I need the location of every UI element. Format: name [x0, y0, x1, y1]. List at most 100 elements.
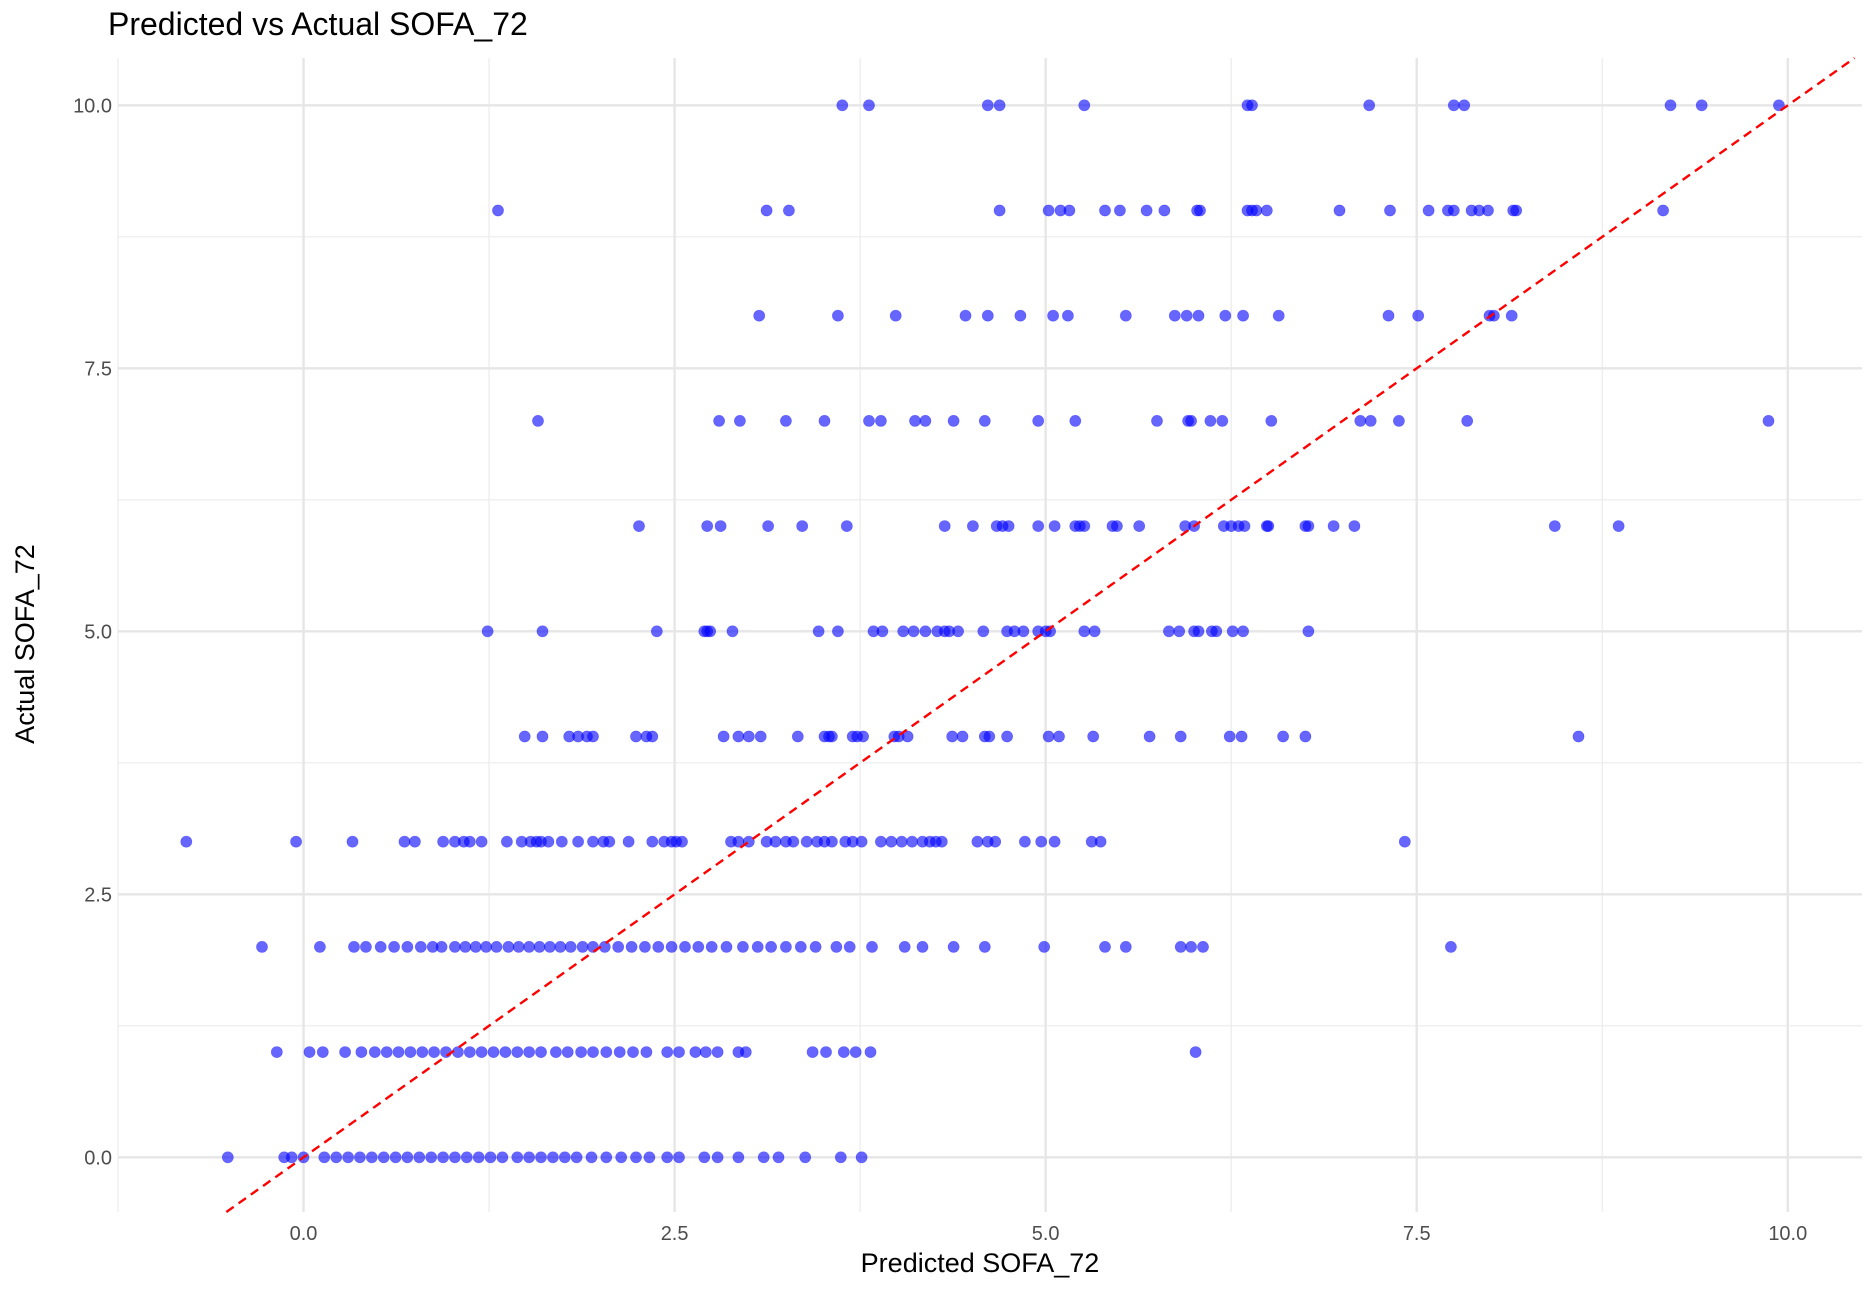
data-point	[303, 1046, 316, 1058]
data-point	[714, 520, 727, 532]
data-point	[564, 941, 577, 953]
grid-lines	[117, 58, 1862, 1212]
data-point	[1194, 204, 1206, 217]
data-point	[726, 625, 739, 638]
data-point	[523, 1046, 535, 1058]
data-point	[1612, 520, 1625, 532]
data-point	[692, 941, 705, 953]
data-point	[1348, 520, 1361, 532]
data-point	[1250, 204, 1263, 217]
data-point	[1488, 309, 1500, 322]
data-point	[885, 835, 898, 848]
data-point	[787, 835, 800, 848]
x-tick-label: 10.0	[1768, 1223, 1807, 1245]
data-point	[919, 625, 932, 638]
data-point	[348, 941, 360, 953]
data-point	[416, 1046, 429, 1058]
data-point	[1327, 520, 1340, 532]
data-point	[919, 414, 932, 427]
data-point	[753, 309, 766, 322]
data-point	[1192, 625, 1205, 638]
data-point	[952, 625, 964, 638]
data-point	[946, 730, 959, 743]
data-point	[650, 625, 663, 638]
data-point	[760, 204, 773, 217]
data-point	[535, 1046, 547, 1058]
data-point	[1237, 309, 1249, 322]
y-axis-title: Actual SOFA_72	[10, 544, 40, 744]
data-point	[512, 941, 525, 953]
data-point	[742, 730, 755, 743]
data-point	[1042, 730, 1055, 743]
y-tick-label: 10.0	[73, 95, 112, 117]
data-point	[1053, 730, 1065, 743]
data-point	[855, 835, 868, 848]
data-point	[849, 1046, 862, 1058]
data-point	[425, 1151, 438, 1164]
data-point	[866, 941, 878, 953]
data-point	[1210, 625, 1223, 638]
data-point	[909, 414, 921, 427]
data-point	[713, 414, 725, 427]
data-point	[1119, 309, 1132, 322]
data-point	[600, 1046, 613, 1058]
data-point	[895, 835, 908, 848]
data-point	[414, 941, 427, 953]
data-point	[353, 1151, 366, 1164]
data-point	[1048, 520, 1061, 532]
data-point	[737, 941, 749, 953]
data-point	[983, 730, 996, 743]
data-point	[270, 1046, 283, 1058]
data-point	[665, 941, 678, 953]
data-point	[633, 520, 645, 532]
data-point	[558, 1151, 571, 1164]
data-point	[832, 309, 844, 322]
data-point	[339, 1046, 351, 1058]
data-point	[1035, 835, 1048, 848]
data-point	[1111, 520, 1123, 532]
data-point	[1277, 730, 1289, 743]
data-point	[1069, 414, 1082, 427]
data-point	[1461, 414, 1474, 427]
data-point	[1044, 625, 1056, 638]
x-axis-title: Predicted SOFA_72	[861, 1248, 1100, 1278]
data-point	[981, 309, 994, 322]
data-point	[1299, 730, 1312, 743]
data-point	[806, 1046, 819, 1058]
data-point	[542, 835, 555, 848]
data-point	[389, 1151, 402, 1164]
data-point	[1192, 309, 1205, 322]
data-point	[630, 1151, 642, 1164]
data-point	[809, 941, 822, 953]
data-point	[1272, 309, 1285, 322]
data-point	[1032, 414, 1045, 427]
data-point	[1002, 520, 1015, 532]
data-point	[1235, 730, 1248, 743]
data-point	[1168, 309, 1181, 322]
data-point	[285, 1151, 298, 1164]
data-point	[346, 835, 359, 848]
data-point	[1174, 941, 1187, 953]
data-point	[1773, 99, 1785, 112]
data-point	[679, 941, 691, 953]
data-point	[857, 730, 869, 743]
data-point	[938, 520, 951, 532]
data-point	[481, 625, 494, 638]
data-point	[717, 730, 730, 743]
data-point	[1384, 204, 1396, 217]
data-point	[906, 835, 918, 848]
data-point	[518, 730, 531, 743]
data-point	[875, 414, 887, 427]
data-point	[661, 1151, 674, 1164]
data-point	[826, 730, 838, 743]
data-point	[794, 941, 807, 953]
data-point	[981, 99, 994, 112]
data-point	[783, 204, 795, 217]
data-point	[1042, 204, 1055, 217]
data-point	[1548, 520, 1561, 532]
data-point	[1174, 730, 1187, 743]
data-point	[1180, 309, 1193, 322]
data-point	[800, 835, 813, 848]
data-point	[978, 941, 991, 953]
data-point	[1265, 414, 1278, 427]
